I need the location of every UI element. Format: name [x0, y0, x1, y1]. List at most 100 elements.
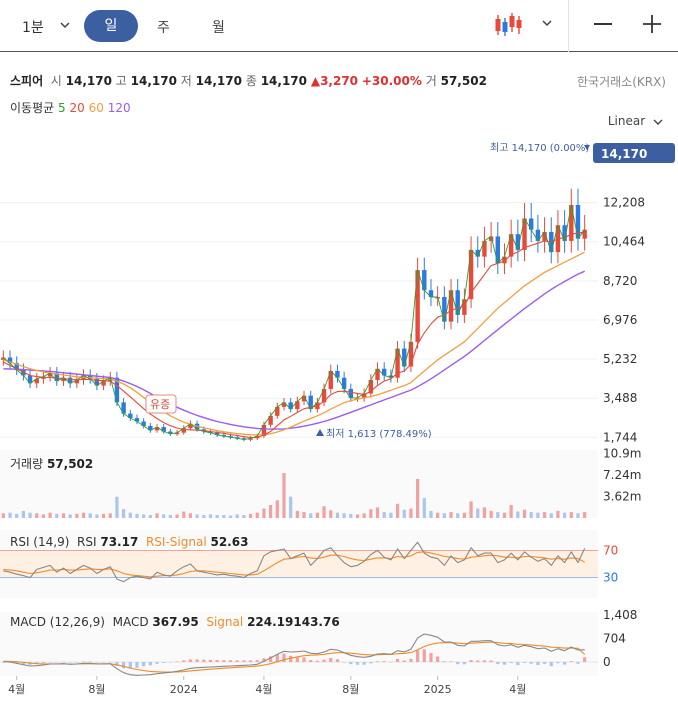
volume-bar: [395, 503, 400, 518]
volume-bar: [456, 513, 460, 518]
candle-body: [542, 231, 547, 241]
macd-histogram-bar: [522, 662, 527, 663]
tab-period-day[interactable]: 일: [84, 10, 138, 42]
volume-bar: [21, 510, 25, 518]
rsi-title: RSI (14,9): [10, 535, 70, 549]
chevron-down-icon[interactable]: [540, 16, 554, 30]
volume-bar: [482, 507, 487, 518]
volume-bar: [295, 510, 299, 518]
macd-histogram-bar: [569, 661, 573, 662]
volume-bar: [349, 513, 353, 518]
macd-histogram-bar: [81, 661, 86, 662]
volume-bar: [155, 513, 159, 518]
candle-body: [448, 290, 454, 322]
candlestick-type-icon[interactable]: [494, 12, 522, 38]
macd-histogram-bar: [188, 659, 193, 662]
candle-body: [14, 363, 19, 370]
volume-bar: [536, 512, 540, 518]
tab-period-week[interactable]: 주: [157, 20, 170, 36]
ma-label: 이동평균: [10, 101, 55, 115]
candle-body: [27, 375, 33, 384]
candle-body: [114, 377, 120, 403]
high-value: 14,170: [130, 74, 177, 88]
stock-name: 스피어: [10, 74, 44, 88]
macd-histogram-bar: [576, 662, 580, 664]
event-badge[interactable]: [145, 394, 177, 414]
tab-period-month[interactable]: 월: [212, 20, 225, 36]
candle-body: [495, 236, 500, 264]
volume-bar: [135, 513, 139, 518]
volume-label: 거: [425, 74, 437, 88]
volume-bar: [329, 510, 333, 518]
candle-body: [422, 270, 427, 291]
candle-body: [502, 256, 507, 264]
candle-body: [214, 432, 220, 435]
candle-body: [174, 432, 180, 435]
volume-bar: [335, 512, 340, 518]
volume-bar: [128, 512, 132, 518]
macd-histogram-bar: [469, 660, 473, 662]
volume-bar: [289, 496, 293, 518]
macd-histogram-bar: [322, 659, 326, 662]
volume-bar: [61, 513, 66, 518]
volume-bar: [315, 512, 319, 518]
candle-body: [582, 229, 587, 239]
macd-signal-value: 224.19143.76: [247, 615, 340, 629]
volume-bar: [228, 515, 233, 518]
macd-histogram-bar: [309, 660, 313, 662]
volume-bar: [142, 514, 146, 518]
volume-bar: [48, 512, 52, 518]
candle-body: [455, 290, 460, 315]
volume-bar: [148, 515, 152, 518]
candle-body: [275, 406, 280, 416]
candle-body: [288, 402, 293, 410]
ma-5: 5: [58, 101, 66, 115]
volume-bar: [255, 512, 259, 518]
rsi-series-label: RSI: [77, 535, 97, 549]
candle-body: [1, 357, 6, 360]
candle-body: [529, 218, 534, 230]
price-tick-label: 10,464: [603, 235, 645, 249]
macd-histogram-bar: [135, 662, 139, 668]
volume-bar: [282, 473, 286, 518]
volume-bar: [375, 507, 380, 518]
current-price-tag: [593, 143, 675, 163]
price-tick-label: 3,488: [603, 391, 637, 405]
macd-histogram-bar: [395, 658, 400, 662]
macd-histogram-bar: [429, 653, 433, 662]
macd-histogram-bar: [556, 662, 560, 664]
volume-value: 57,502: [440, 74, 487, 88]
macd-histogram-bar: [108, 661, 112, 663]
chevron-down-icon[interactable]: [58, 18, 72, 32]
high-marker: 최고 14,170 (0.00%): [490, 142, 589, 154]
macd-panel-bg: [0, 612, 598, 676]
rsi-line: [3, 541, 586, 583]
volume-bar: [402, 509, 406, 518]
scale-mode-selector[interactable]: Linear: [608, 114, 664, 128]
zoom-out-icon[interactable]: [594, 23, 612, 25]
candle-body: [295, 401, 300, 410]
candle-body: [268, 415, 273, 425]
macd-histogram-bar: [248, 660, 253, 662]
macd-histogram-bar: [222, 660, 226, 662]
candle-body: [94, 378, 100, 386]
zoom-in-icon[interactable]: [642, 14, 662, 34]
current-price-value: 14,170: [601, 147, 647, 161]
candle-body: [34, 378, 39, 384]
macd-histogram-bar: [289, 655, 293, 662]
volume-bar: [436, 512, 440, 518]
volume-bar: [369, 509, 373, 518]
volume-bar: [75, 513, 79, 518]
macd-histogram-bar: [262, 658, 266, 662]
open-value: 14,170: [65, 74, 112, 88]
macd-histogram-bar: [583, 657, 587, 662]
volume-bar: [449, 512, 453, 518]
volume-bar: [195, 514, 199, 518]
volume-panel-label: 거래량 57,502: [10, 455, 93, 472]
volume-title: 거래량: [10, 457, 44, 471]
interval-selector[interactable]: 1분: [22, 20, 44, 36]
x-tick-label: 4월: [8, 683, 25, 696]
macd-histogram-bar: [61, 661, 66, 663]
macd-histogram-bar: [162, 662, 166, 663]
volume-bar: [15, 513, 19, 518]
